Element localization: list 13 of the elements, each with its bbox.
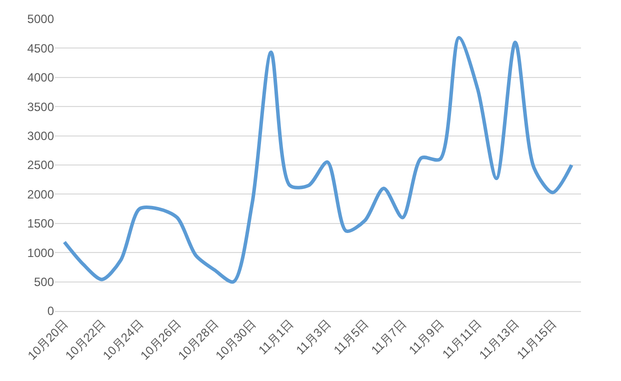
y-tick-label: 3000 (27, 129, 54, 143)
y-tick-label: 0 (47, 304, 54, 318)
y-tick-label: 4500 (27, 41, 54, 56)
y-tick-label: 2500 (27, 158, 54, 172)
y-tick-label: 5000 (27, 12, 54, 26)
y-tick-label: 1500 (27, 216, 54, 231)
y-tick-label: 4000 (27, 70, 54, 85)
y-tick-label: 3500 (27, 100, 54, 114)
y-tick-label: 1000 (27, 246, 54, 260)
y-tick-label: 500 (34, 275, 54, 289)
y-tick-label: 2000 (27, 187, 54, 202)
x-tick-label: 11月7日 (368, 316, 409, 358)
line-series (62, 36, 574, 284)
